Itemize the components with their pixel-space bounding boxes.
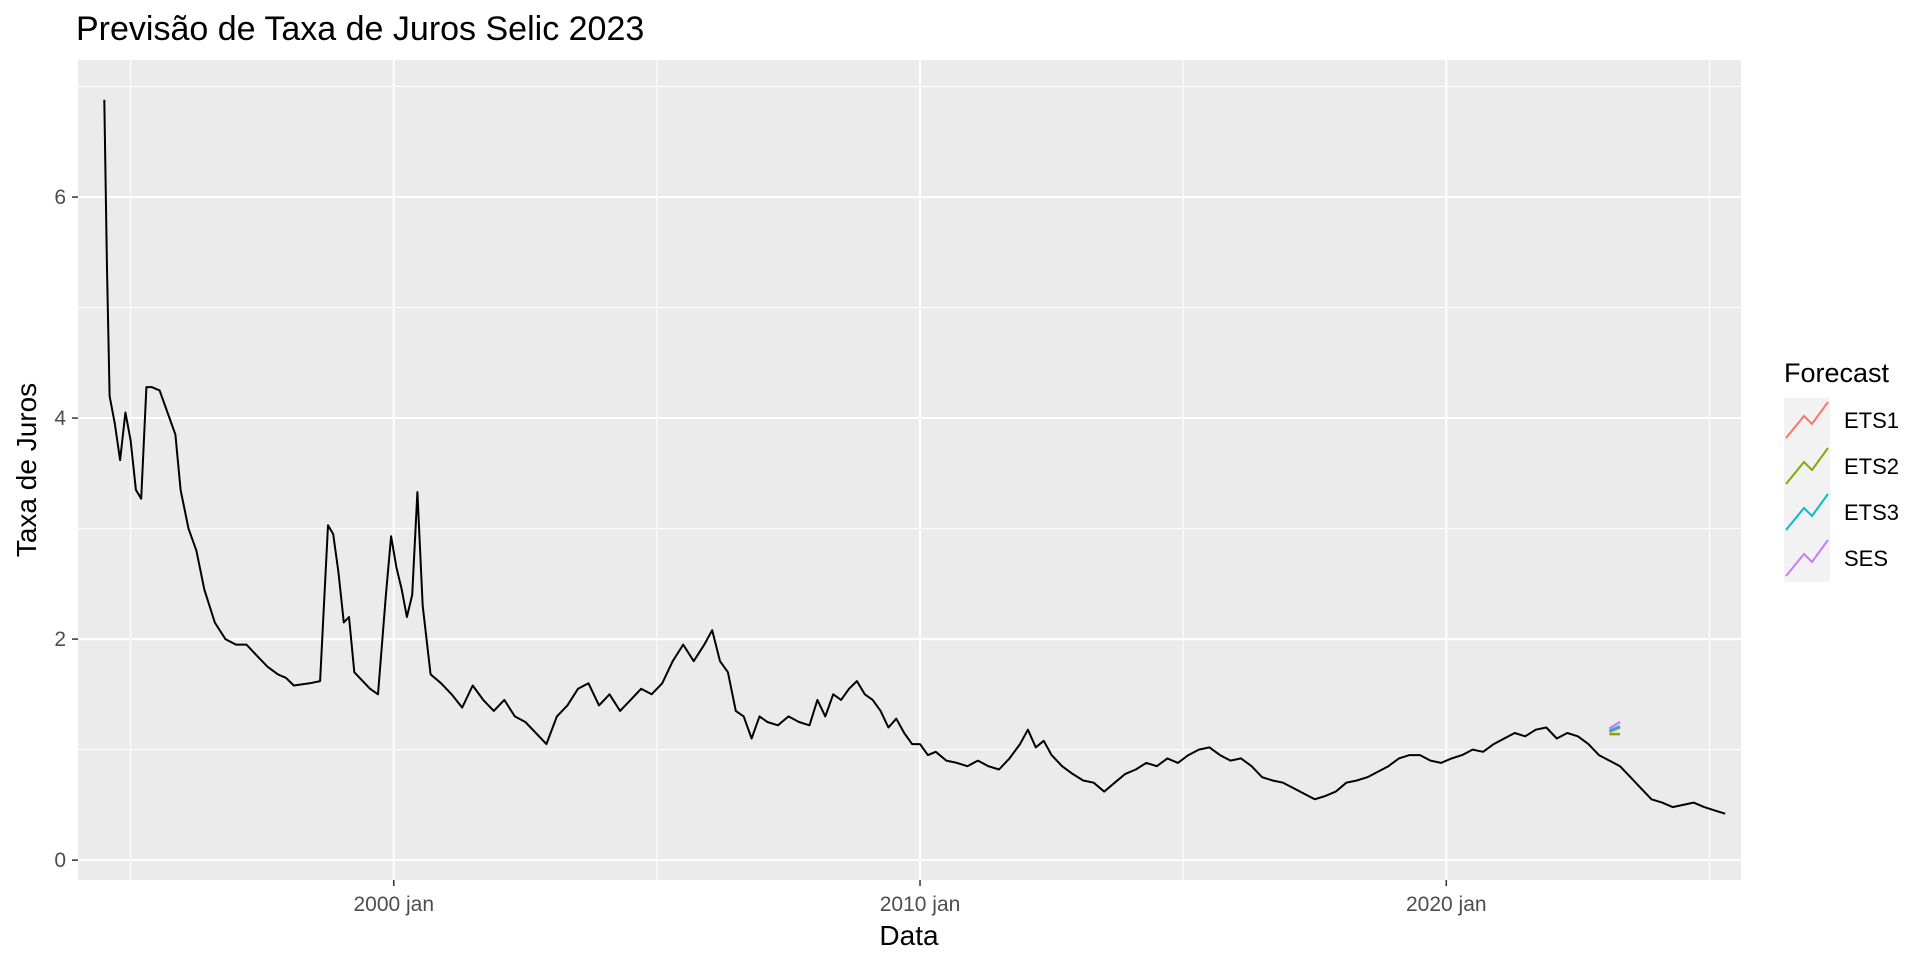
x-tick-label: 2020 jan bbox=[1406, 893, 1487, 916]
legend-key-background bbox=[1784, 490, 1830, 536]
x-axis-ticks: 2000 jan 2010 jan 2020 jan bbox=[353, 880, 1487, 916]
y-tick-label: 2 bbox=[54, 628, 66, 651]
history-line bbox=[103, 99, 1726, 815]
x-axis-title: Data bbox=[879, 920, 939, 951]
legend-key-background bbox=[1784, 398, 1830, 444]
legend-title: Forecast bbox=[1784, 358, 1890, 388]
plot-panel bbox=[78, 60, 1741, 880]
y-axis-ticks: 0 2 4 6 bbox=[54, 186, 78, 872]
y-tick-label: 6 bbox=[54, 186, 66, 209]
legend-label: ETS2 bbox=[1844, 454, 1899, 479]
legend-label: ETS1 bbox=[1844, 408, 1899, 433]
x-tick-label: 2010 jan bbox=[880, 893, 961, 916]
legend-key-background bbox=[1784, 444, 1830, 490]
history-series bbox=[103, 99, 1726, 815]
y-axis-title: Taxa de Juros bbox=[11, 383, 42, 557]
x-tick-label: 2000 jan bbox=[353, 893, 434, 916]
legend-key-ets2 bbox=[1785, 447, 1829, 485]
forecast-series bbox=[1608, 720, 1621, 736]
legend-key-ets3 bbox=[1785, 493, 1829, 531]
forecast-line-ets3 bbox=[1608, 725, 1621, 732]
legend-key-background bbox=[1784, 536, 1830, 582]
y-tick-label: 0 bbox=[54, 849, 66, 872]
legend-label: ETS3 bbox=[1844, 500, 1899, 525]
legend-key-ses bbox=[1785, 539, 1829, 577]
chart-title: Previsão de Taxa de Juros Selic 2023 bbox=[76, 10, 644, 48]
forecast-line-ses bbox=[1608, 720, 1621, 730]
y-tick-label: 4 bbox=[54, 407, 66, 430]
legend: Forecast ETS1 ETS2 ETS3 SES bbox=[1784, 358, 1899, 582]
legend-label: SES bbox=[1844, 546, 1888, 571]
legend-key-ets1 bbox=[1785, 401, 1829, 439]
